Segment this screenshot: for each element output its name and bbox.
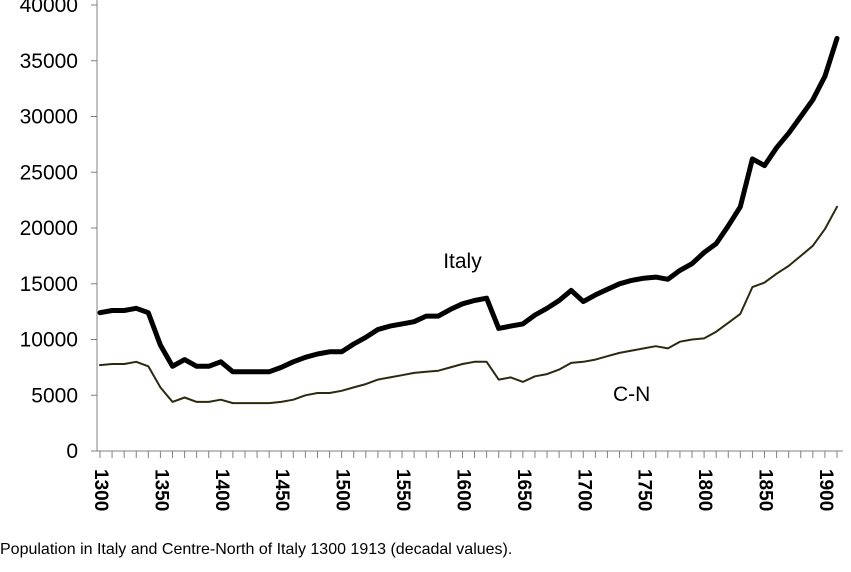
x-tick-label: 1850 — [754, 469, 775, 511]
y-tick-label: 15000 — [20, 273, 78, 296]
y-tick-label: 5000 — [31, 384, 78, 407]
series-label-italy: Italy — [443, 250, 482, 273]
population-line-chart: 0 5000 10000 15000 20000 25000 30000 35000 40000… — [20, 0, 843, 511]
y-tick-label: 0 — [66, 440, 78, 463]
x-tick-label: 1800 — [694, 469, 715, 511]
x-tick-label: 1600 — [452, 469, 473, 511]
figure-caption: Population in Italy and Centre-North of … — [0, 541, 513, 558]
y-tick-label: 20000 — [20, 217, 78, 240]
y-axis: 0 5000 10000 15000 20000 25000 30000 35000 40000 — [20, 0, 98, 463]
x-tick-label: 1450 — [271, 469, 292, 511]
series-lines — [97, 35, 840, 405]
y-tick-label: 40000 — [20, 0, 78, 17]
y-tick-label: 30000 — [20, 106, 78, 129]
x-tick-label: 1900 — [815, 469, 836, 511]
x-tick-label: 1500 — [332, 469, 353, 511]
x-tick-label: 1700 — [573, 469, 594, 511]
y-tick-label: 35000 — [20, 50, 78, 73]
series-line-c-n — [99, 205, 838, 405]
series-annotations: Italy C-N — [443, 250, 650, 406]
series-label-c-n: C-N — [613, 383, 650, 406]
y-tick-label: 25000 — [20, 161, 78, 184]
x-tick-label: 1750 — [634, 469, 655, 511]
series-line-italy — [97, 35, 840, 375]
x-tick-label: 1650 — [513, 469, 534, 511]
x-tick-label: 1350 — [150, 469, 171, 511]
x-tick-label: 1300 — [90, 469, 111, 511]
x-tick-label: 1400 — [211, 469, 232, 511]
y-tick-label: 10000 — [20, 329, 78, 352]
x-axis: 1300 1350 1400 1450 1500 1550 1600 1650 1700 1750… — [90, 450, 843, 511]
x-tick-label: 1550 — [392, 469, 413, 511]
